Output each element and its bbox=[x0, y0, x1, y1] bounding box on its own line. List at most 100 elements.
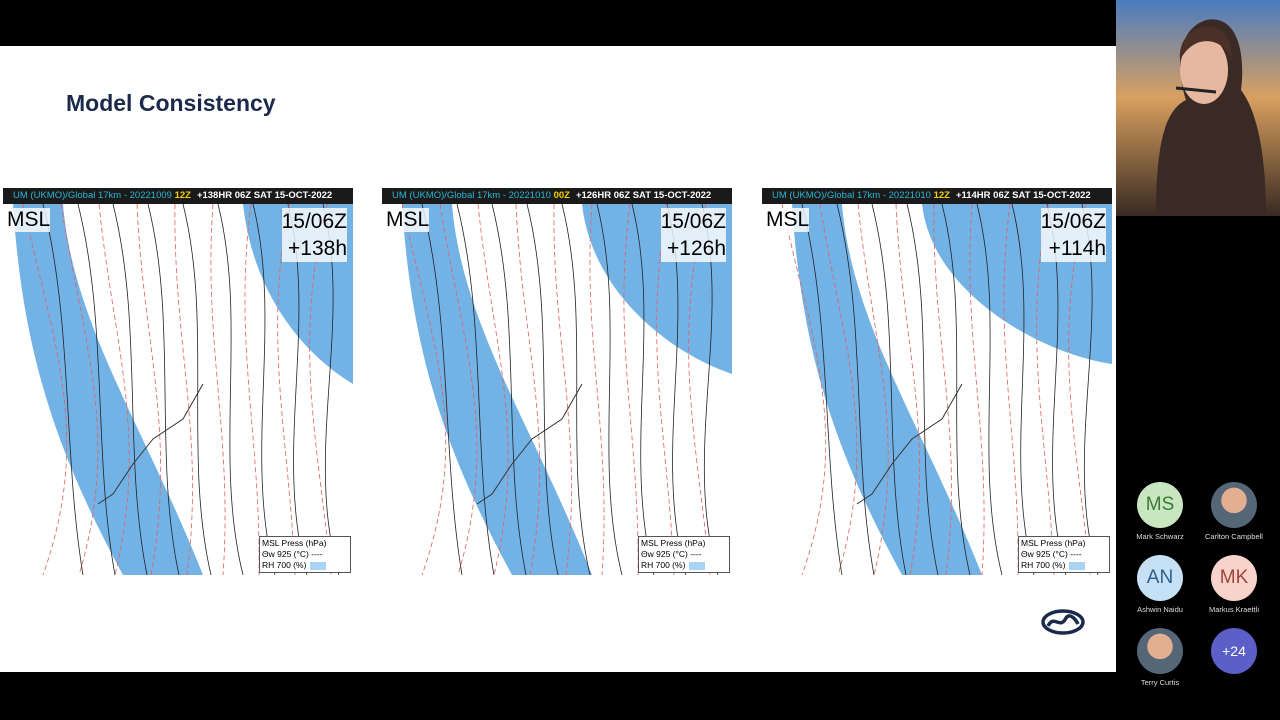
isobar bbox=[112, 204, 148, 575]
isobar bbox=[631, 204, 655, 575]
legend-entry: Θw 925 (°C) ---- bbox=[1021, 549, 1082, 559]
presenter bbox=[1156, 19, 1266, 216]
map-header: UM (UKMO)/Global 17km - 20221010 12Z +114… bbox=[762, 188, 1112, 204]
legend-row: MSL Press (hPa) bbox=[1021, 538, 1107, 549]
slide-title: Model Consistency bbox=[66, 90, 276, 116]
presenter-video bbox=[1116, 0, 1280, 216]
time-box: 15/06Z +114h bbox=[1040, 208, 1106, 262]
weather-map: UM (UKMO)/Global 17km - 20221010 12Z +114… bbox=[762, 188, 1112, 575]
time-box: 15/06Z +126h bbox=[660, 208, 726, 262]
legend-row: MSL Press (hPa) bbox=[641, 538, 727, 549]
theta-contour bbox=[174, 204, 193, 575]
theta-contour bbox=[857, 204, 889, 575]
legend-row: RH 700 (%) bbox=[1021, 560, 1107, 571]
isobar bbox=[976, 204, 1003, 575]
legend-row: Θw 925 (°C) ---- bbox=[641, 549, 727, 560]
participant-tile: Terry Curtis bbox=[1115, 628, 1205, 687]
coastline bbox=[476, 383, 583, 505]
legend-swatch bbox=[1069, 561, 1086, 570]
isobar bbox=[906, 204, 939, 575]
legend-entry: RH 700 (%) bbox=[1021, 560, 1066, 570]
theta-contour bbox=[244, 204, 260, 575]
theta-contour bbox=[1068, 204, 1091, 575]
isobar bbox=[526, 204, 559, 575]
isobar bbox=[561, 204, 591, 575]
map-body: MSL 15/06Z +138h MSL Press (hPa) Θw 925 (°C)… bbox=[3, 204, 353, 575]
avatar: AN bbox=[1137, 555, 1183, 601]
theta-contour bbox=[933, 204, 952, 575]
legend: MSL Press (hPa) Θw 925 (°C) ---- RH 700 (%… bbox=[259, 536, 351, 573]
theta-contour bbox=[656, 204, 675, 575]
logo bbox=[1041, 609, 1085, 635]
legend-entry: Θw 925 (°C) ---- bbox=[262, 549, 323, 559]
theta-contour bbox=[589, 204, 605, 575]
lead-label: +126h bbox=[667, 237, 726, 260]
theta-contour bbox=[819, 204, 858, 575]
coastline bbox=[856, 383, 963, 505]
humidity-band bbox=[13, 204, 203, 575]
avatar: MS bbox=[1137, 482, 1183, 528]
legend-entry: MSL Press (hPa) bbox=[641, 538, 706, 548]
slide: Model Consistency UM (UKMO)/Global 17km … bbox=[0, 46, 1116, 672]
legend-row: Θw 925 (°C) ---- bbox=[1021, 549, 1107, 560]
theta-contour bbox=[969, 204, 985, 575]
isobar bbox=[456, 204, 495, 575]
legend-swatch bbox=[689, 561, 706, 570]
map-header: UM (UKMO)/Global 17km - 20221010 00Z +126… bbox=[382, 188, 732, 204]
theta-contour bbox=[515, 204, 541, 575]
lead-label: +114h bbox=[1048, 237, 1106, 260]
isobar bbox=[147, 204, 180, 575]
theta-contour bbox=[688, 204, 711, 575]
isobar bbox=[801, 204, 843, 575]
legend-entry: MSL Press (hPa) bbox=[1021, 538, 1086, 548]
theta-contour bbox=[439, 204, 478, 575]
participant-tile: MK Markus Kraettli bbox=[1189, 555, 1279, 614]
isobar bbox=[491, 204, 527, 575]
isobar bbox=[252, 204, 276, 575]
valid-time: +126HR 06Z SAT 15-OCT-2022 bbox=[575, 190, 712, 201]
legend-row: RH 700 (%) bbox=[262, 560, 348, 571]
theta-contour bbox=[136, 204, 162, 575]
theta-contour bbox=[277, 204, 296, 575]
participant-name: Terry Curtis bbox=[1140, 678, 1180, 687]
valid-time: +138HR 06Z SAT 15-OCT-2022 bbox=[196, 190, 333, 201]
isobar bbox=[217, 204, 244, 575]
theta-contour bbox=[1036, 204, 1055, 575]
participant-name: Carlton Campbell bbox=[1205, 532, 1263, 541]
run-label: UM (UKMO)/Global 17km - 20221010 bbox=[392, 190, 551, 201]
isobar bbox=[77, 204, 116, 575]
theta-contour bbox=[210, 204, 226, 575]
valid-label: 15/06Z bbox=[660, 210, 726, 233]
avatar-photo bbox=[1211, 482, 1257, 528]
avatar: MK bbox=[1211, 555, 1257, 601]
legend-entry: RH 700 (%) bbox=[262, 560, 307, 570]
isobar bbox=[1011, 204, 1035, 575]
isobar bbox=[941, 204, 971, 575]
theta-contour bbox=[1003, 204, 1019, 575]
legend-entry: Θw 925 (°C) ---- bbox=[641, 549, 702, 559]
map-body: MSL 15/06Z +126h MSL Press (hPa) Θw 925 (°C)… bbox=[382, 204, 732, 575]
legend-entry: RH 700 (%) bbox=[641, 560, 686, 570]
humidity-band bbox=[402, 204, 592, 575]
run-label: UM (UKMO)/Global 17km - 20221010 bbox=[772, 190, 931, 201]
legend-entry: MSL Press (hPa) bbox=[262, 538, 327, 548]
participant-name: Markus Kraettli bbox=[1208, 605, 1259, 614]
map-header: UM (UKMO)/Global 17km - 20221009 12Z +138… bbox=[3, 188, 353, 204]
overflow-count: +24 bbox=[1211, 628, 1257, 674]
field-label: MSL bbox=[766, 208, 810, 232]
theta-contour bbox=[309, 204, 332, 575]
theta-contour bbox=[60, 204, 99, 575]
isobar bbox=[42, 204, 84, 575]
theta-contour bbox=[22, 204, 68, 575]
map-body: MSL 15/06Z +114h MSL Press (hPa) Θw 925 (°C)… bbox=[762, 204, 1112, 575]
isobar bbox=[421, 204, 463, 575]
run-hour: 12Z bbox=[933, 190, 950, 201]
isobar bbox=[836, 204, 875, 575]
isobar bbox=[182, 204, 212, 575]
weather-map: UM (UKMO)/Global 17km - 20221009 12Z +138… bbox=[3, 188, 353, 575]
theta-contour bbox=[477, 204, 509, 575]
time-box: 15/06Z +138h bbox=[281, 208, 347, 262]
more-participants[interactable]: +24 bbox=[1189, 628, 1279, 674]
valid-label: 15/06Z bbox=[1040, 210, 1106, 233]
